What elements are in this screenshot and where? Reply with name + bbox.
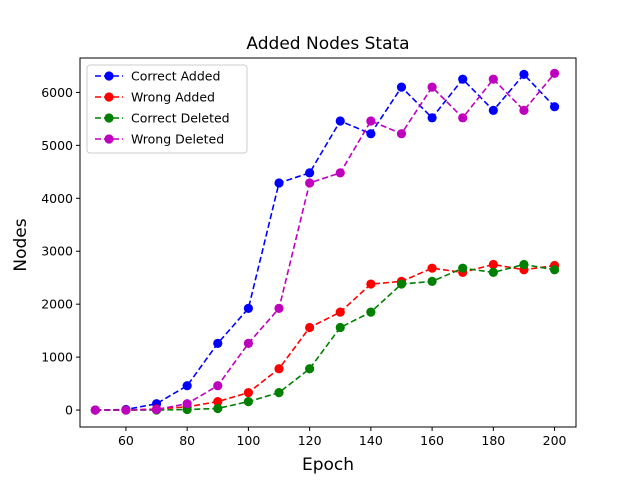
series-2-point bbox=[213, 396, 223, 407]
series-4-point bbox=[305, 178, 315, 188]
series-3-point bbox=[488, 267, 498, 278]
series-1-point bbox=[549, 102, 560, 112]
series-3-point bbox=[427, 276, 437, 287]
series-4-point bbox=[458, 113, 468, 123]
x-tick-label: 160 bbox=[420, 433, 444, 448]
series-4-point bbox=[182, 399, 192, 409]
series-1-point bbox=[366, 129, 376, 139]
series-2-point bbox=[366, 279, 376, 289]
series-3-point bbox=[274, 387, 284, 398]
plot-area bbox=[90, 68, 560, 415]
legend-label: Correct Deleted bbox=[131, 111, 230, 126]
legend-box bbox=[86, 64, 248, 154]
series-3-point bbox=[458, 263, 468, 273]
series-4-point bbox=[396, 129, 407, 139]
legend-label: Correct Added bbox=[131, 69, 220, 84]
series-4-point bbox=[549, 68, 560, 78]
series-2-point bbox=[335, 307, 345, 317]
y-tick-label: 1000 bbox=[41, 350, 73, 365]
series-2-point bbox=[274, 364, 284, 374]
plot-frame bbox=[79, 57, 577, 428]
x-tick-label: 120 bbox=[298, 433, 322, 448]
series-1-point bbox=[335, 116, 345, 126]
series-1-point bbox=[458, 74, 468, 84]
legend-swatch-marker bbox=[104, 71, 114, 81]
series-1-point bbox=[243, 303, 253, 314]
series-1-point bbox=[427, 113, 437, 123]
series-line-1 bbox=[95, 73, 556, 411]
series-2-point bbox=[243, 387, 253, 398]
series-4-point bbox=[274, 303, 284, 314]
series-2-point bbox=[488, 259, 498, 270]
x-axis-label: Epoch bbox=[302, 455, 354, 475]
series-3-point bbox=[396, 279, 407, 289]
legend-swatch-marker bbox=[104, 134, 114, 144]
series-4-point bbox=[519, 105, 529, 116]
series-4-point bbox=[151, 404, 162, 415]
series-4-point bbox=[243, 338, 253, 348]
chart-title: Added Nodes Stata bbox=[246, 34, 409, 54]
series-3-point bbox=[366, 307, 376, 317]
legend-swatch-marker bbox=[104, 92, 114, 102]
series-3-point bbox=[335, 322, 345, 333]
series-1-point bbox=[274, 178, 284, 188]
y-tick-label: 6000 bbox=[41, 85, 73, 100]
series-line-2 bbox=[95, 263, 555, 411]
series-4-point bbox=[427, 82, 437, 92]
x-tick-label: 100 bbox=[236, 433, 260, 448]
series-4-point bbox=[488, 74, 498, 84]
series-2-point bbox=[305, 322, 315, 333]
series-1-point bbox=[213, 338, 223, 348]
series-1-point bbox=[182, 381, 192, 391]
series-1-point bbox=[305, 168, 315, 178]
series-line-3 bbox=[95, 263, 555, 411]
series-4-point bbox=[335, 168, 345, 178]
legend-label: Wrong Added bbox=[131, 90, 215, 105]
y-tick-label: 5000 bbox=[41, 138, 73, 153]
x-tick-label: 140 bbox=[359, 433, 383, 448]
y-tick-label: 0 bbox=[65, 403, 73, 418]
x-tick-label: 60 bbox=[118, 433, 134, 448]
legend-label: Wrong Deleted bbox=[131, 132, 224, 147]
x-tick-label: 180 bbox=[481, 433, 505, 448]
x-tick-label: 80 bbox=[179, 433, 195, 448]
series-3-point bbox=[213, 403, 223, 414]
series-4-point bbox=[121, 405, 131, 415]
y-tick-label: 2000 bbox=[41, 297, 73, 312]
series-3-point bbox=[243, 396, 253, 407]
y-axis-label: Nodes bbox=[11, 218, 31, 271]
y-tick-label: 3000 bbox=[41, 244, 73, 259]
series-line-4 bbox=[95, 72, 556, 411]
x-tick-label: 200 bbox=[543, 433, 567, 448]
series-3-point bbox=[519, 259, 529, 270]
series-1-point bbox=[396, 82, 407, 92]
series-4-point bbox=[366, 116, 376, 126]
series-3-point bbox=[305, 364, 315, 374]
series-3-point bbox=[549, 265, 560, 275]
legend-swatch-marker bbox=[104, 113, 114, 123]
series-4-point bbox=[213, 381, 223, 391]
y-tick-label: 4000 bbox=[41, 191, 73, 206]
series-1-point bbox=[519, 69, 529, 80]
legend: Correct Added Wrong Added Correct Deleted W… bbox=[86, 64, 248, 154]
series-2-point bbox=[427, 263, 437, 273]
series-1-point bbox=[488, 105, 498, 116]
series-4-point bbox=[90, 405, 100, 415]
axes: 60 80 100 120 140 160 180 200010002000300040005… bbox=[41, 57, 577, 448]
